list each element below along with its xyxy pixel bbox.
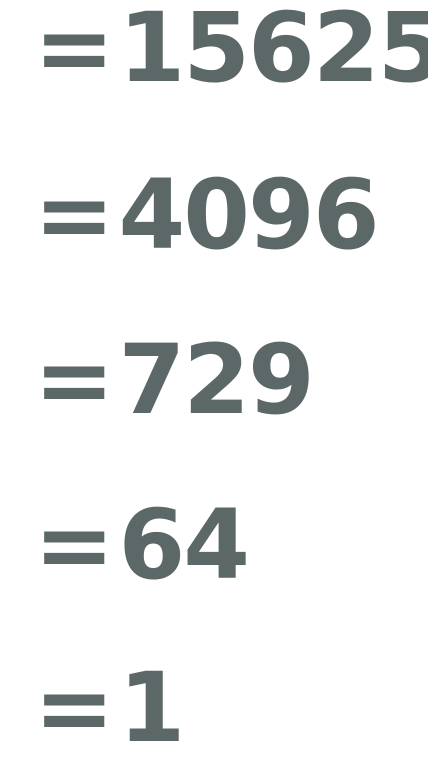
result-value: 15625	[118, 0, 428, 104]
result-line-64: = 64	[34, 485, 250, 605]
result-value: 64	[118, 489, 250, 601]
equals-sign: =	[34, 489, 115, 601]
equals-sign: =	[34, 159, 115, 271]
result-line-4096: = 4096	[34, 155, 380, 275]
result-line-15625: = 15625	[34, 0, 428, 108]
equals-sign: =	[34, 652, 115, 760]
result-line-1: = 1	[34, 648, 185, 760]
result-line-729: = 729	[34, 320, 315, 440]
result-value: 4096	[118, 159, 379, 271]
result-value: 729	[118, 324, 314, 436]
result-value: 1	[118, 652, 185, 760]
equals-sign: =	[34, 324, 115, 436]
equals-sign: =	[34, 0, 115, 104]
